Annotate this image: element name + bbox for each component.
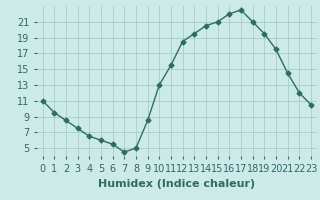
X-axis label: Humidex (Indice chaleur): Humidex (Indice chaleur) bbox=[98, 179, 255, 189]
